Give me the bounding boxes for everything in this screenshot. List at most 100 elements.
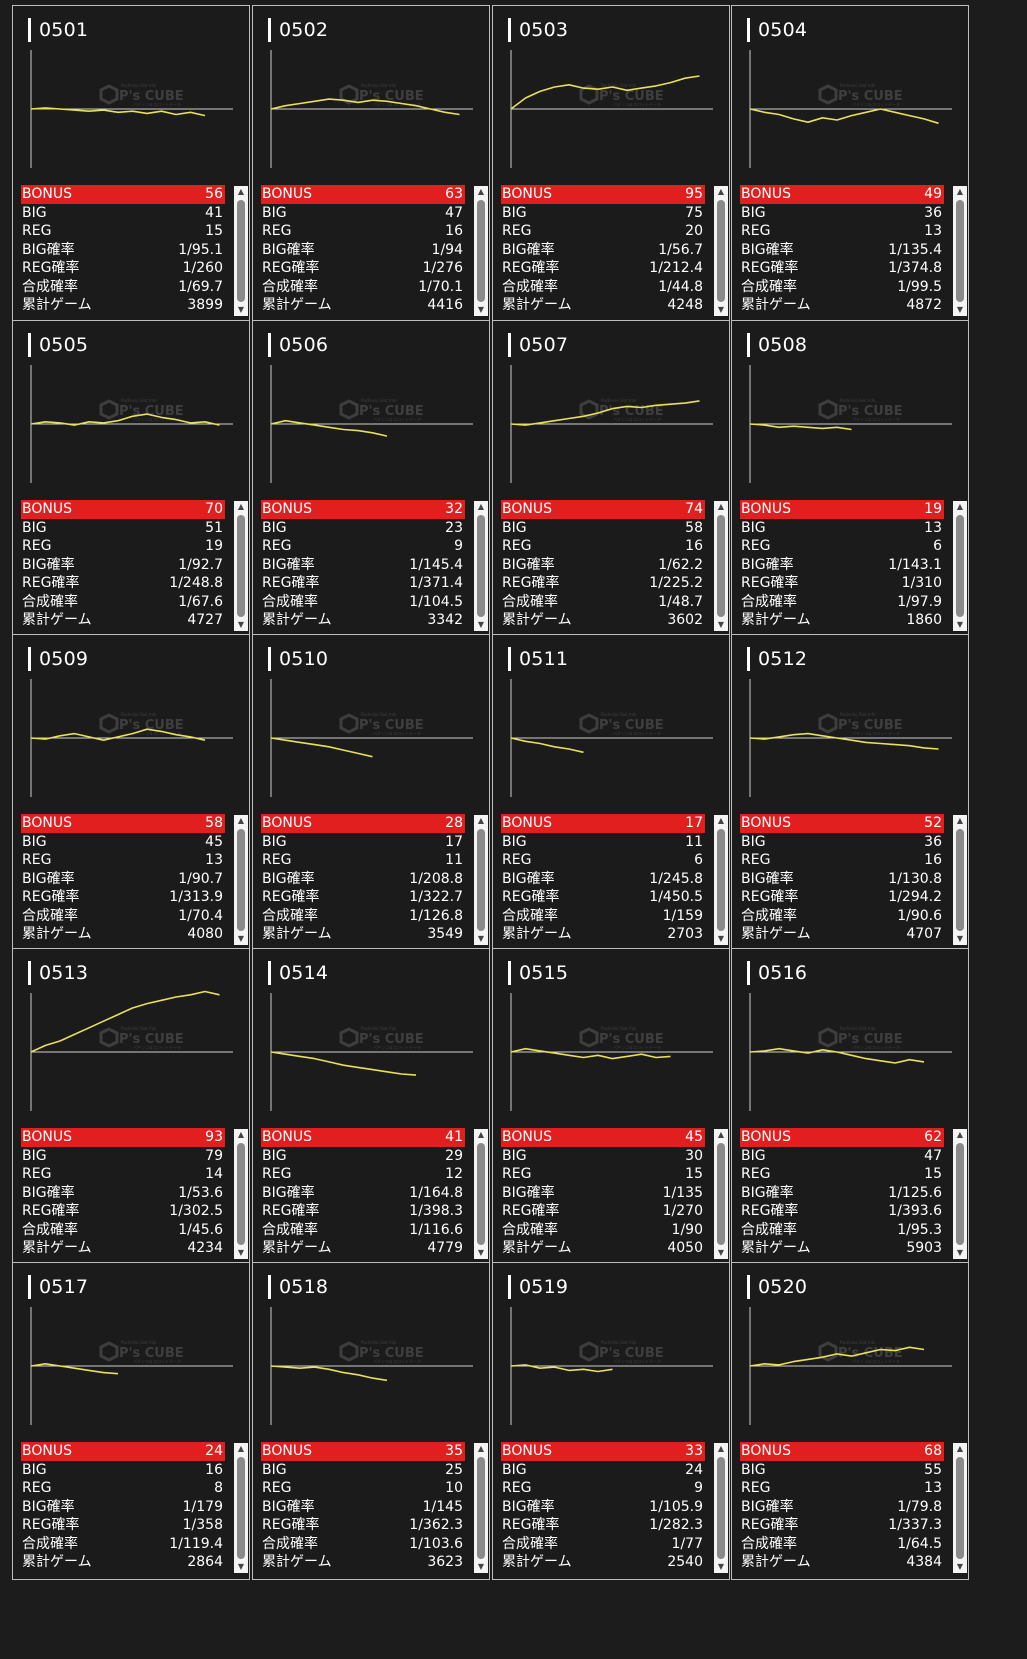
machine-card[interactable]: 0517 P's CUBE Pachinko Slot Info パチンコ＆スロットデ… [12,1262,250,1580]
stats-scrollbar[interactable]: ▲ ▼ [953,1443,967,1573]
machine-card[interactable]: 0503 P's CUBE Pachinko Slot Info パチンコ＆スロットデ… [492,5,730,323]
machine-number[interactable]: 0506 [268,333,328,357]
scroll-up-icon[interactable]: ▲ [717,1444,725,1453]
stats-scrollbar[interactable]: ▲ ▼ [953,1129,967,1259]
scroll-up-icon[interactable]: ▲ [717,1130,725,1139]
stats-scrollbar[interactable]: ▲ ▼ [953,501,967,631]
machine-card[interactable]: 0501 P's CUBE Pachinko Slot Info パチンコ＆スロットデ… [12,5,250,323]
scroll-thumb[interactable] [956,1143,964,1245]
machine-number[interactable]: 0508 [747,333,807,357]
scroll-up-icon[interactable]: ▲ [956,1444,964,1453]
scroll-down-icon[interactable]: ▼ [717,934,725,943]
scroll-thumb[interactable] [717,1457,725,1559]
machine-number[interactable]: 0517 [28,1275,88,1299]
stats-scrollbar[interactable]: ▲ ▼ [474,186,488,316]
machine-number[interactable]: 0501 [28,18,88,42]
scroll-thumb[interactable] [477,829,485,931]
machine-card[interactable]: 0507 P's CUBE Pachinko Slot Info パチンコ＆スロットデ… [492,320,730,638]
scroll-up-icon[interactable]: ▲ [477,187,485,196]
stats-scrollbar[interactable]: ▲ ▼ [234,815,248,945]
stats-scrollbar[interactable]: ▲ ▼ [234,501,248,631]
machine-card[interactable]: 0510 P's CUBE Pachinko Slot Info パチンコ＆スロットデ… [252,634,490,952]
stats-scrollbar[interactable]: ▲ ▼ [234,186,248,316]
stats-scrollbar[interactable]: ▲ ▼ [953,186,967,316]
scroll-up-icon[interactable]: ▲ [717,187,725,196]
machine-number[interactable]: 0512 [747,647,807,671]
scroll-thumb[interactable] [237,200,245,302]
machine-number[interactable]: 0516 [747,961,807,985]
scroll-down-icon[interactable]: ▼ [237,934,245,943]
machine-number[interactable]: 0503 [508,18,568,42]
scroll-up-icon[interactable]: ▲ [717,816,725,825]
scroll-thumb[interactable] [237,1143,245,1245]
machine-number[interactable]: 0507 [508,333,568,357]
stats-scrollbar[interactable]: ▲ ▼ [474,1443,488,1573]
scroll-up-icon[interactable]: ▲ [717,502,725,511]
stats-scrollbar[interactable]: ▲ ▼ [474,501,488,631]
scroll-up-icon[interactable]: ▲ [956,502,964,511]
machine-card[interactable]: 0504 P's CUBE Pachinko Slot Info パチンコ＆スロットデ… [731,5,969,323]
scroll-thumb[interactable] [717,515,725,617]
scroll-thumb[interactable] [956,515,964,617]
scroll-down-icon[interactable]: ▼ [717,1248,725,1257]
machine-number[interactable]: 0519 [508,1275,568,1299]
stats-scrollbar[interactable]: ▲ ▼ [234,1443,248,1573]
scroll-thumb[interactable] [237,515,245,617]
scroll-up-icon[interactable]: ▲ [237,816,245,825]
scroll-up-icon[interactable]: ▲ [477,816,485,825]
scroll-down-icon[interactable]: ▼ [717,620,725,629]
scroll-down-icon[interactable]: ▼ [717,305,725,314]
scroll-down-icon[interactable]: ▼ [956,305,964,314]
machine-number[interactable]: 0511 [508,647,568,671]
machine-number[interactable]: 0510 [268,647,328,671]
scroll-thumb[interactable] [956,1457,964,1559]
stats-scrollbar[interactable]: ▲ ▼ [234,1129,248,1259]
scroll-thumb[interactable] [956,829,964,931]
machine-number[interactable]: 0505 [28,333,88,357]
scroll-down-icon[interactable]: ▼ [237,305,245,314]
machine-card[interactable]: 0502 P's CUBE Pachinko Slot Info パチンコ＆スロットデ… [252,5,490,323]
machine-card[interactable]: 0519 P's CUBE Pachinko Slot Info パチンコ＆スロットデ… [492,1262,730,1580]
machine-number[interactable]: 0514 [268,961,328,985]
scroll-thumb[interactable] [717,1143,725,1245]
machine-card[interactable]: 0509 P's CUBE Pachinko Slot Info パチンコ＆スロットデ… [12,634,250,952]
scroll-up-icon[interactable]: ▲ [237,1130,245,1139]
scroll-down-icon[interactable]: ▼ [477,620,485,629]
machine-card[interactable]: 0514 P's CUBE Pachinko Slot Info パチンコ＆スロットデ… [252,948,490,1266]
machine-number[interactable]: 0518 [268,1275,328,1299]
scroll-thumb[interactable] [477,515,485,617]
scroll-up-icon[interactable]: ▲ [237,502,245,511]
stats-scrollbar[interactable]: ▲ ▼ [714,186,728,316]
scroll-down-icon[interactable]: ▼ [477,1248,485,1257]
machine-number[interactable]: 0509 [28,647,88,671]
scroll-up-icon[interactable]: ▲ [237,1444,245,1453]
scroll-down-icon[interactable]: ▼ [956,1562,964,1571]
scroll-down-icon[interactable]: ▼ [477,305,485,314]
scroll-thumb[interactable] [237,829,245,931]
scroll-down-icon[interactable]: ▼ [237,1248,245,1257]
scroll-up-icon[interactable]: ▲ [477,1444,485,1453]
machine-number[interactable]: 0502 [268,18,328,42]
machine-card[interactable]: 0511 P's CUBE Pachinko Slot Info パチンコ＆スロットデ… [492,634,730,952]
machine-card[interactable]: 0518 P's CUBE Pachinko Slot Info パチンコ＆スロットデ… [252,1262,490,1580]
scroll-thumb[interactable] [477,1457,485,1559]
scroll-thumb[interactable] [717,200,725,302]
machine-card[interactable]: 0515 P's CUBE Pachinko Slot Info パチンコ＆スロットデ… [492,948,730,1266]
scroll-thumb[interactable] [717,829,725,931]
scroll-up-icon[interactable]: ▲ [956,1130,964,1139]
scroll-thumb[interactable] [956,200,964,302]
machine-card[interactable]: 0512 P's CUBE Pachinko Slot Info パチンコ＆スロットデ… [731,634,969,952]
stats-scrollbar[interactable]: ▲ ▼ [714,1129,728,1259]
stats-scrollbar[interactable]: ▲ ▼ [714,1443,728,1573]
scroll-down-icon[interactable]: ▼ [956,934,964,943]
scroll-down-icon[interactable]: ▼ [956,620,964,629]
machine-number[interactable]: 0520 [747,1275,807,1299]
machine-number[interactable]: 0513 [28,961,88,985]
stats-scrollbar[interactable]: ▲ ▼ [714,501,728,631]
scroll-down-icon[interactable]: ▼ [237,1562,245,1571]
scroll-thumb[interactable] [477,200,485,302]
stats-scrollbar[interactable]: ▲ ▼ [474,1129,488,1259]
stats-scrollbar[interactable]: ▲ ▼ [474,815,488,945]
machine-card[interactable]: 0520 P's CUBE Pachinko Slot Info パチンコ＆スロットデ… [731,1262,969,1580]
machine-card[interactable]: 0513 P's CUBE Pachinko Slot Info パチンコ＆スロットデ… [12,948,250,1266]
